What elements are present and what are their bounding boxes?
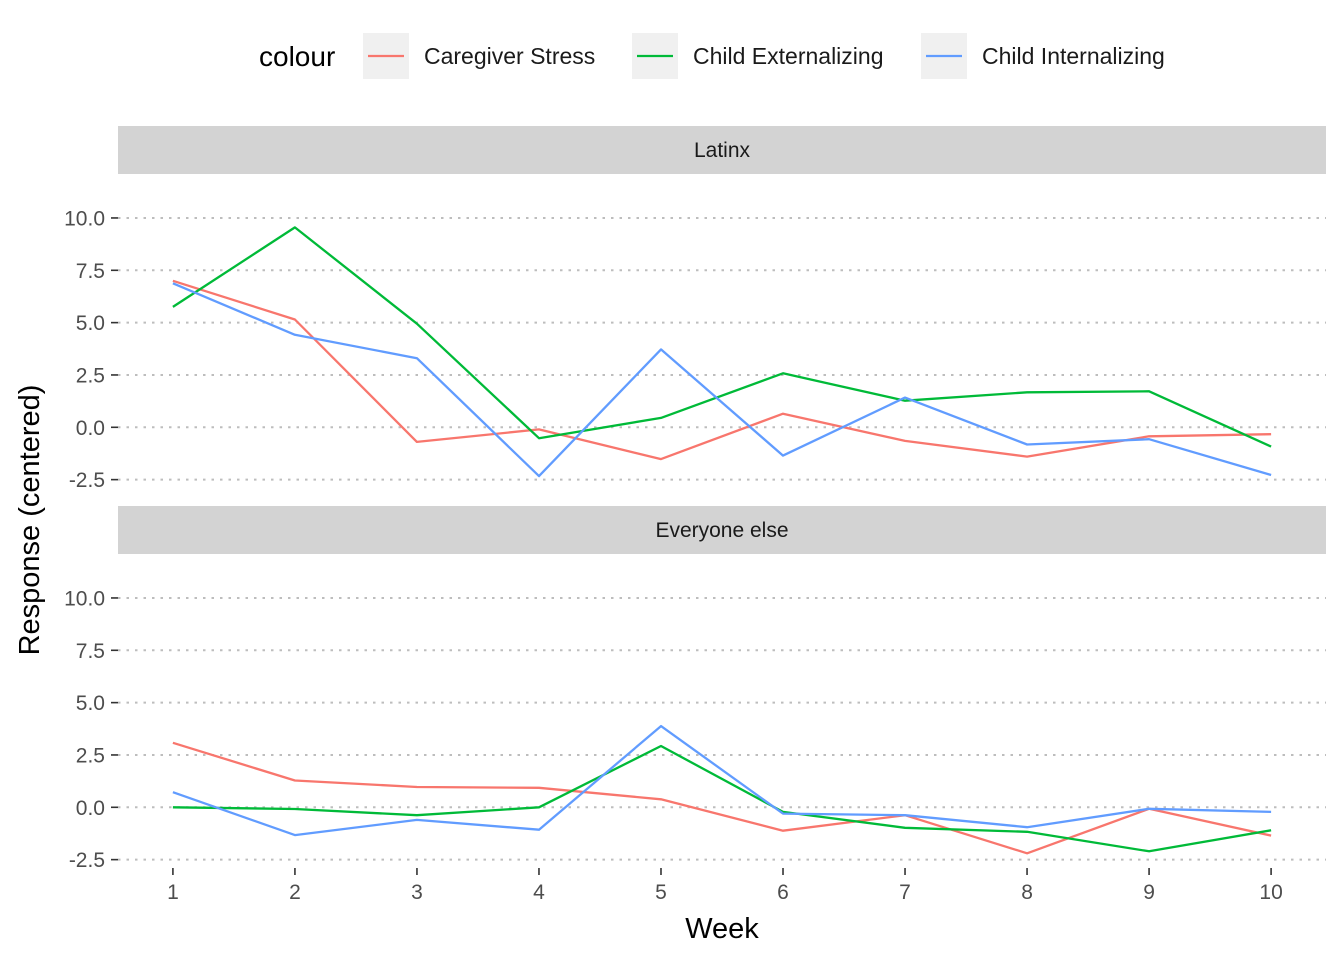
x-tick-label: 8: [1021, 881, 1033, 904]
x-tick-label: 3: [411, 881, 423, 904]
x-tick-label: 1: [167, 881, 179, 904]
series-child-internalizing-everyone-else: [172, 724, 1272, 837]
strip-label-latinx: Latinx: [694, 139, 751, 162]
y-tick-label: 10.0: [64, 587, 105, 610]
legend-label-child-internalizing: Child Internalizing: [982, 43, 1165, 69]
series-child-externalizing-everyone-else: [172, 744, 1272, 853]
strip-latinx: [118, 126, 1326, 174]
x-axis: 1 2 3 4 5 6 7 8 9 10: [167, 868, 1283, 904]
x-tick-label: 6: [777, 881, 789, 904]
y-tick-label: 10.0: [64, 207, 105, 230]
y-tick-label: 0.0: [76, 417, 105, 440]
x-tick-label: 5: [655, 881, 667, 904]
x-tick-label: 4: [533, 881, 545, 904]
legend-title: colour: [259, 41, 335, 72]
series-caregiver-stress-everyone-else: [172, 741, 1272, 855]
x-tick-label: 2: [289, 881, 301, 904]
panel-everyone-else: Everyone else -2.5 0.0 2.5 5.0 7.5 10.0: [64, 506, 1326, 872]
y-tick-label: 5.0: [76, 692, 105, 715]
legend-entries: Caregiver Stress Child Externalizing Child…: [363, 33, 1165, 79]
legend: colour Caregiver Stress Child Externalizi…: [259, 33, 1165, 79]
y-axis-title: Response (centered): [14, 385, 46, 656]
series-child-internalizing-latinx: [172, 282, 1272, 478]
y-tick-label: 7.5: [76, 640, 105, 663]
panel-latinx: Latinx -2.5 0.0 2.5 5.0 7.5 10.0: [64, 126, 1326, 492]
y-tick-label: -2.5: [69, 469, 105, 492]
y-tick-label: 5.0: [76, 312, 105, 335]
x-tick-label: 10: [1259, 881, 1282, 904]
x-axis-title: Week: [685, 913, 759, 945]
y-tick-label: 7.5: [76, 260, 105, 283]
strip-everyone-else: [118, 506, 1326, 554]
series-child-externalizing-latinx: [172, 226, 1272, 448]
y-tick-label: 2.5: [76, 364, 105, 387]
strip-label-everyone-else: Everyone else: [655, 519, 788, 542]
y-tick-label: -2.5: [69, 849, 105, 872]
y-tick-label: 2.5: [76, 744, 105, 767]
y-tick-label: 0.0: [76, 797, 105, 820]
x-tick-label: 9: [1143, 881, 1155, 904]
legend-label-caregiver-stress: Caregiver Stress: [424, 43, 595, 69]
x-tick-label: 7: [899, 881, 911, 904]
series-caregiver-stress-latinx: [172, 279, 1272, 461]
legend-label-child-externalizing: Child Externalizing: [693, 43, 883, 69]
